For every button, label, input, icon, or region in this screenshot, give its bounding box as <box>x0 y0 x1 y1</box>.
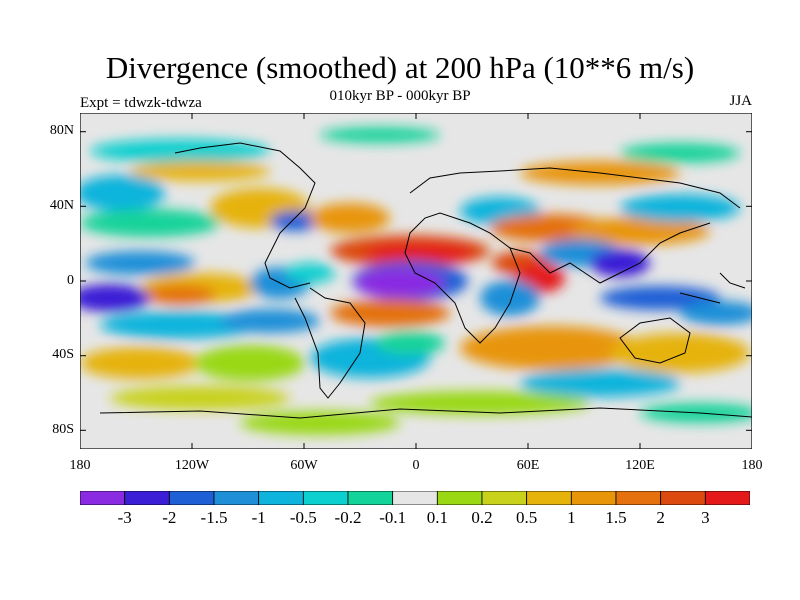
colorbar-swatch <box>436 491 483 505</box>
colorbar-swatch <box>213 491 260 505</box>
colorbar-swatch <box>704 491 750 505</box>
colorbar-label: -1.5 <box>200 508 228 527</box>
season-label: JJA <box>729 93 752 109</box>
colorbar-label: 2 <box>656 508 665 527</box>
colorbar-swatch <box>168 491 215 505</box>
colorbar-swatch <box>124 491 170 505</box>
lat-label: 40S <box>52 347 74 362</box>
lon-label: 180 <box>741 458 763 473</box>
colorbar-label: -0.1 <box>379 508 407 527</box>
colorbar <box>80 491 750 505</box>
colorbar-label: -0.2 <box>334 508 362 527</box>
colorbar-label: 0.1 <box>426 508 448 527</box>
colorbar-swatch <box>615 491 662 505</box>
lon-label: 120W <box>174 458 210 473</box>
colorbar-swatch <box>347 491 394 505</box>
colorbar-label: 3 <box>701 508 710 527</box>
lat-label: 0 <box>67 273 74 288</box>
divergence-field <box>80 127 752 435</box>
colorbar-label: -0.5 <box>289 508 317 527</box>
colorbar-label: -1 <box>251 508 266 527</box>
colorbar-label: 1.5 <box>605 508 627 527</box>
lon-label: 180 <box>69 458 91 473</box>
colorbar-swatch <box>80 491 126 505</box>
lat-label: 40N <box>49 198 74 213</box>
colorbar-label: 0.5 <box>516 508 538 527</box>
divergence-map <box>80 113 752 449</box>
colorbar-swatch <box>392 491 438 505</box>
coastlines <box>99 142 752 419</box>
colorbar-swatch <box>481 491 528 505</box>
lon-label: 0 <box>412 458 420 473</box>
colorbar-swatch <box>660 491 706 505</box>
lon-label: 60E <box>516 458 540 473</box>
colorbar-swatch <box>526 491 572 505</box>
colorbar-swatch <box>302 491 349 505</box>
lat-label: 80S <box>52 422 74 437</box>
lon-label: 60W <box>290 458 318 473</box>
colorbar-label: -3 <box>117 508 132 527</box>
experiment-label: Expt = tdwzk-tdwza <box>80 95 202 111</box>
colorbar-label: 0.2 <box>471 508 493 527</box>
chart-subtitle: 010kyr BP - 000kyr BP <box>329 88 471 104</box>
lon-label: 120E <box>625 458 655 473</box>
lat-label: 80N <box>49 123 74 138</box>
chart-title: Divergence (smoothed) at 200 hPa (10**6 … <box>105 50 695 85</box>
axis-ticks <box>80 113 752 449</box>
colorbar-label: -2 <box>162 508 177 527</box>
colorbar-swatch <box>258 491 304 505</box>
colorbar-label: 1 <box>567 508 576 527</box>
colorbar-swatch <box>570 491 617 505</box>
